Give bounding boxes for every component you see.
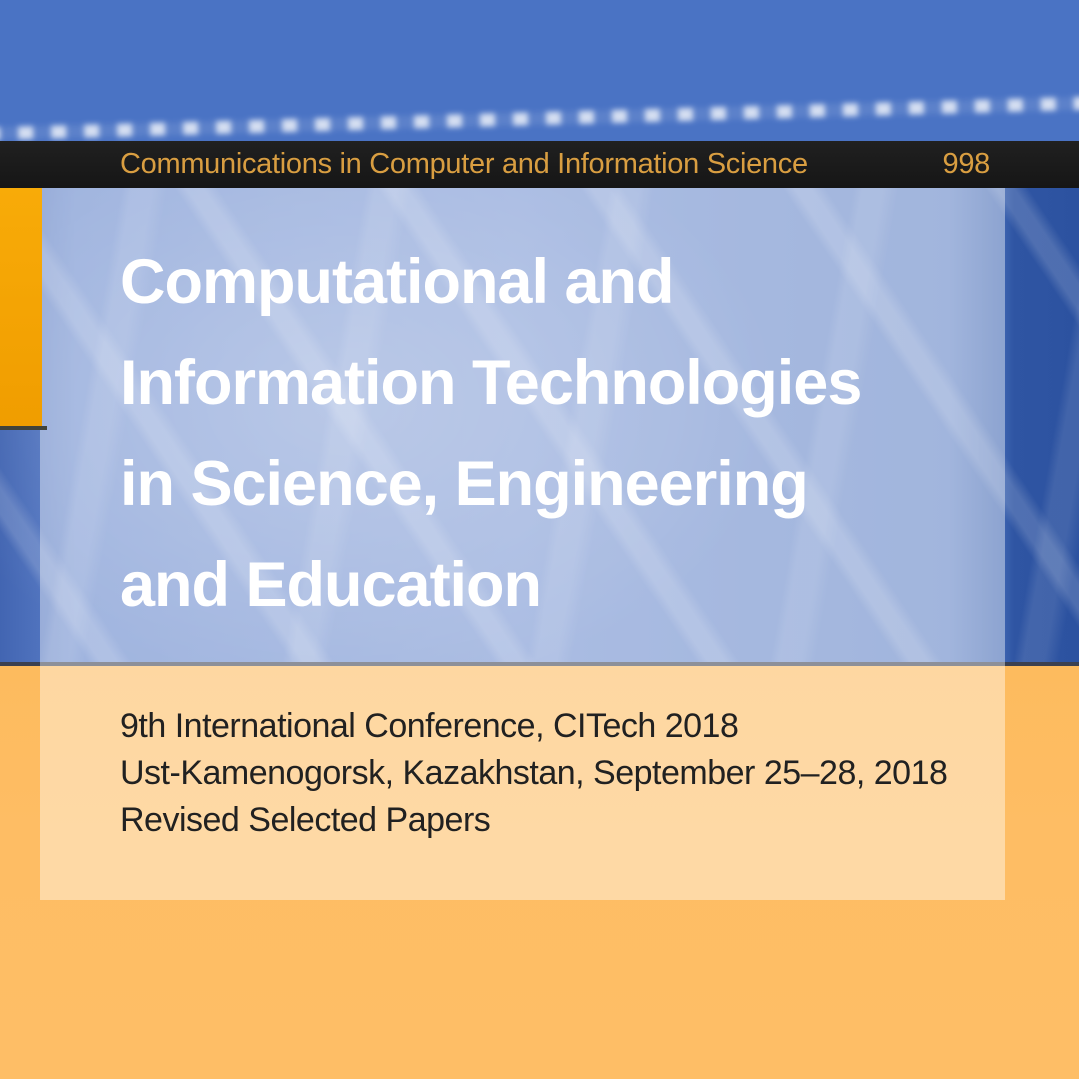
accent-square-shadow — [0, 426, 47, 430]
background-blue-top — [0, 0, 1079, 142]
subtitle-line: 9th International Conference, CITech 201… — [120, 707, 739, 745]
book-subtitle: 9th International Conference, CITech 201… — [120, 703, 980, 844]
content-panel — [40, 188, 1005, 900]
series-volume-number: 998 — [942, 148, 991, 180]
title-line: Computational and — [120, 247, 674, 317]
divider-line — [0, 662, 1079, 666]
title-line: Information Technologies — [120, 348, 862, 418]
background-orange — [0, 666, 1079, 1079]
subtitle-line: Revised Selected Papers — [120, 801, 491, 839]
subtitle-line: Ust-Kamenogorsk, Kazakhstan, September 2… — [120, 754, 948, 792]
background-blue-main — [0, 188, 1079, 663]
title-line: in Science, Engineering — [120, 449, 809, 519]
title-line: and Education — [120, 550, 542, 620]
circuit-highlight-arc — [0, 96, 1079, 141]
book-title: Computational and Information Technologi… — [120, 232, 1020, 636]
series-title: Communications in Computer and Informati… — [120, 148, 808, 180]
series-bar: Communications in Computer and Informati… — [0, 141, 1079, 188]
accent-square — [0, 188, 42, 426]
